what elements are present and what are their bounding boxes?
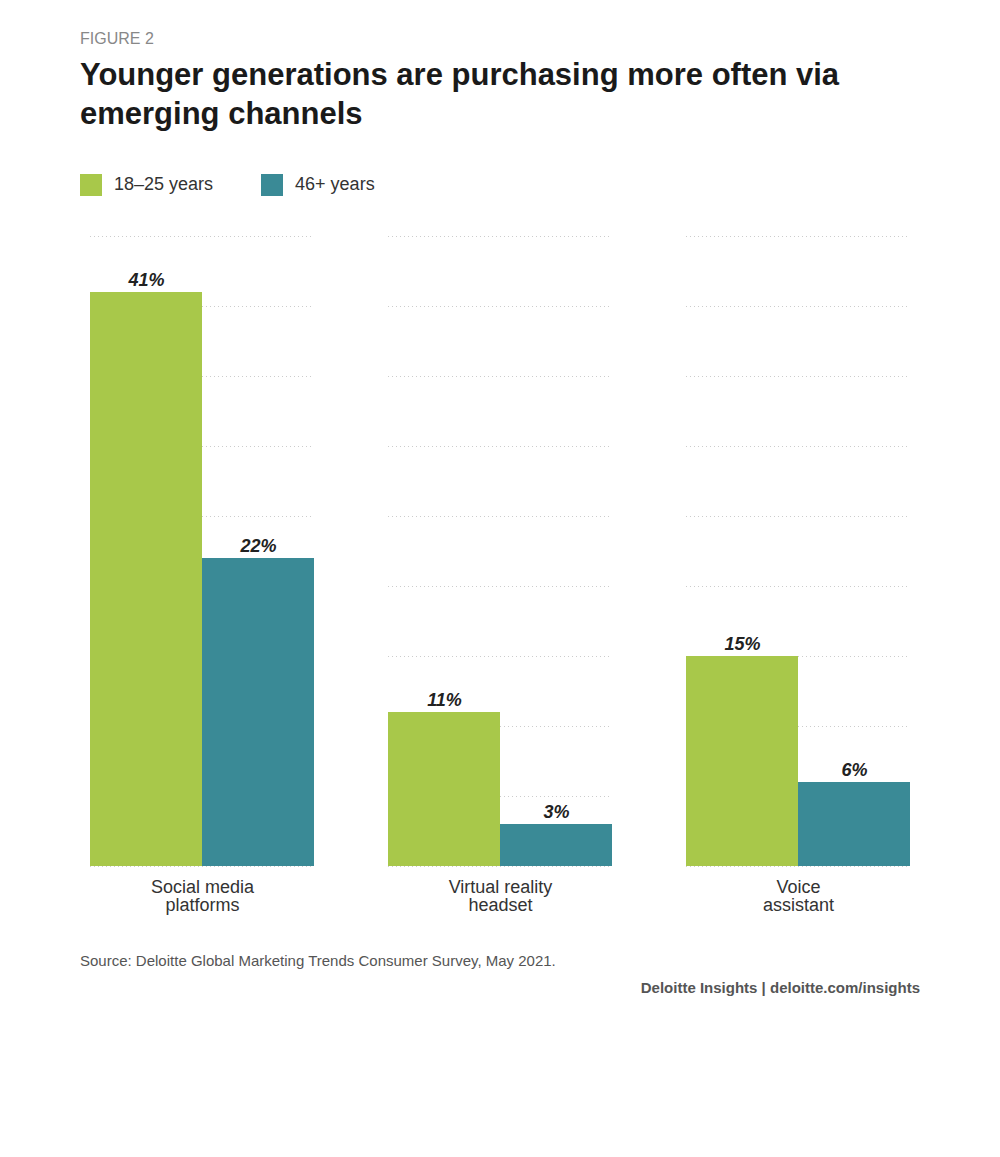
- svg-text:41%: 41%: [127, 270, 164, 290]
- svg-text:15%: 15%: [724, 634, 760, 654]
- html-text:Younger generations are purcha: Younger generations are purchasing more …: [80, 57, 840, 131]
- svg-text:11%: 11%: [427, 690, 462, 710]
- html-text:Source: Deloitte Global Market: Source: Deloitte Global Marketing Trends…: [80, 951, 556, 969]
- html-text:FIGURE 2: FIGURE 2: [80, 30, 154, 47]
- svg-text:6%: 6%: [841, 760, 867, 780]
- svg-text:22%: 22%: [239, 536, 276, 556]
- svg-text:Social mediaplatforms: Social mediaplatforms: [151, 877, 255, 915]
- html-text:Deloitte Insights | deloitte.c: Deloitte Insights | deloitte.com/insight…: [640, 978, 920, 996]
- svg-text:3%: 3%: [543, 802, 569, 822]
- html-text:18–25 years: 18–25 years: [114, 174, 214, 194]
- html-text:46+ years: 46+ years: [295, 174, 375, 194]
- svg-text:Voiceassistant: Voiceassistant: [763, 877, 834, 915]
- svg-text:Virtual realityheadset: Virtual realityheadset: [449, 877, 553, 915]
